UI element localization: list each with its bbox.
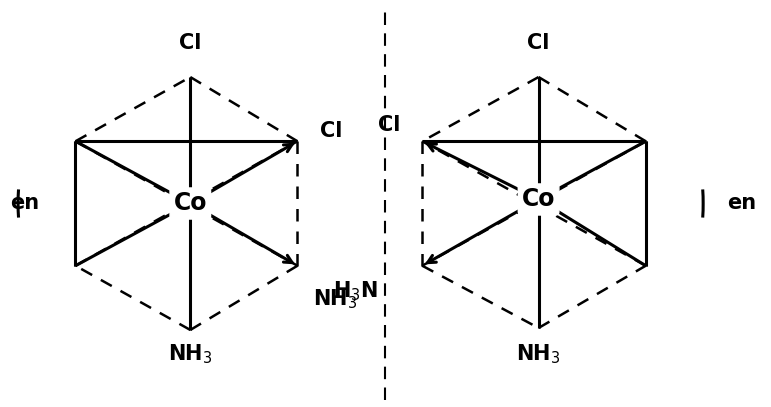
Text: NH$_3$: NH$_3$ xyxy=(168,342,213,366)
Text: NH$_3$: NH$_3$ xyxy=(517,342,561,366)
Text: Cl: Cl xyxy=(179,33,201,53)
Text: Co: Co xyxy=(173,192,207,215)
Text: Cl: Cl xyxy=(527,33,550,53)
Text: Cl: Cl xyxy=(379,115,401,135)
Text: Co: Co xyxy=(522,188,555,212)
Text: Cl: Cl xyxy=(321,121,343,141)
Text: en: en xyxy=(727,193,756,214)
Text: H$_3$N: H$_3$N xyxy=(333,280,378,303)
Text: NH$_3$: NH$_3$ xyxy=(313,288,358,311)
Text: en: en xyxy=(10,193,39,214)
